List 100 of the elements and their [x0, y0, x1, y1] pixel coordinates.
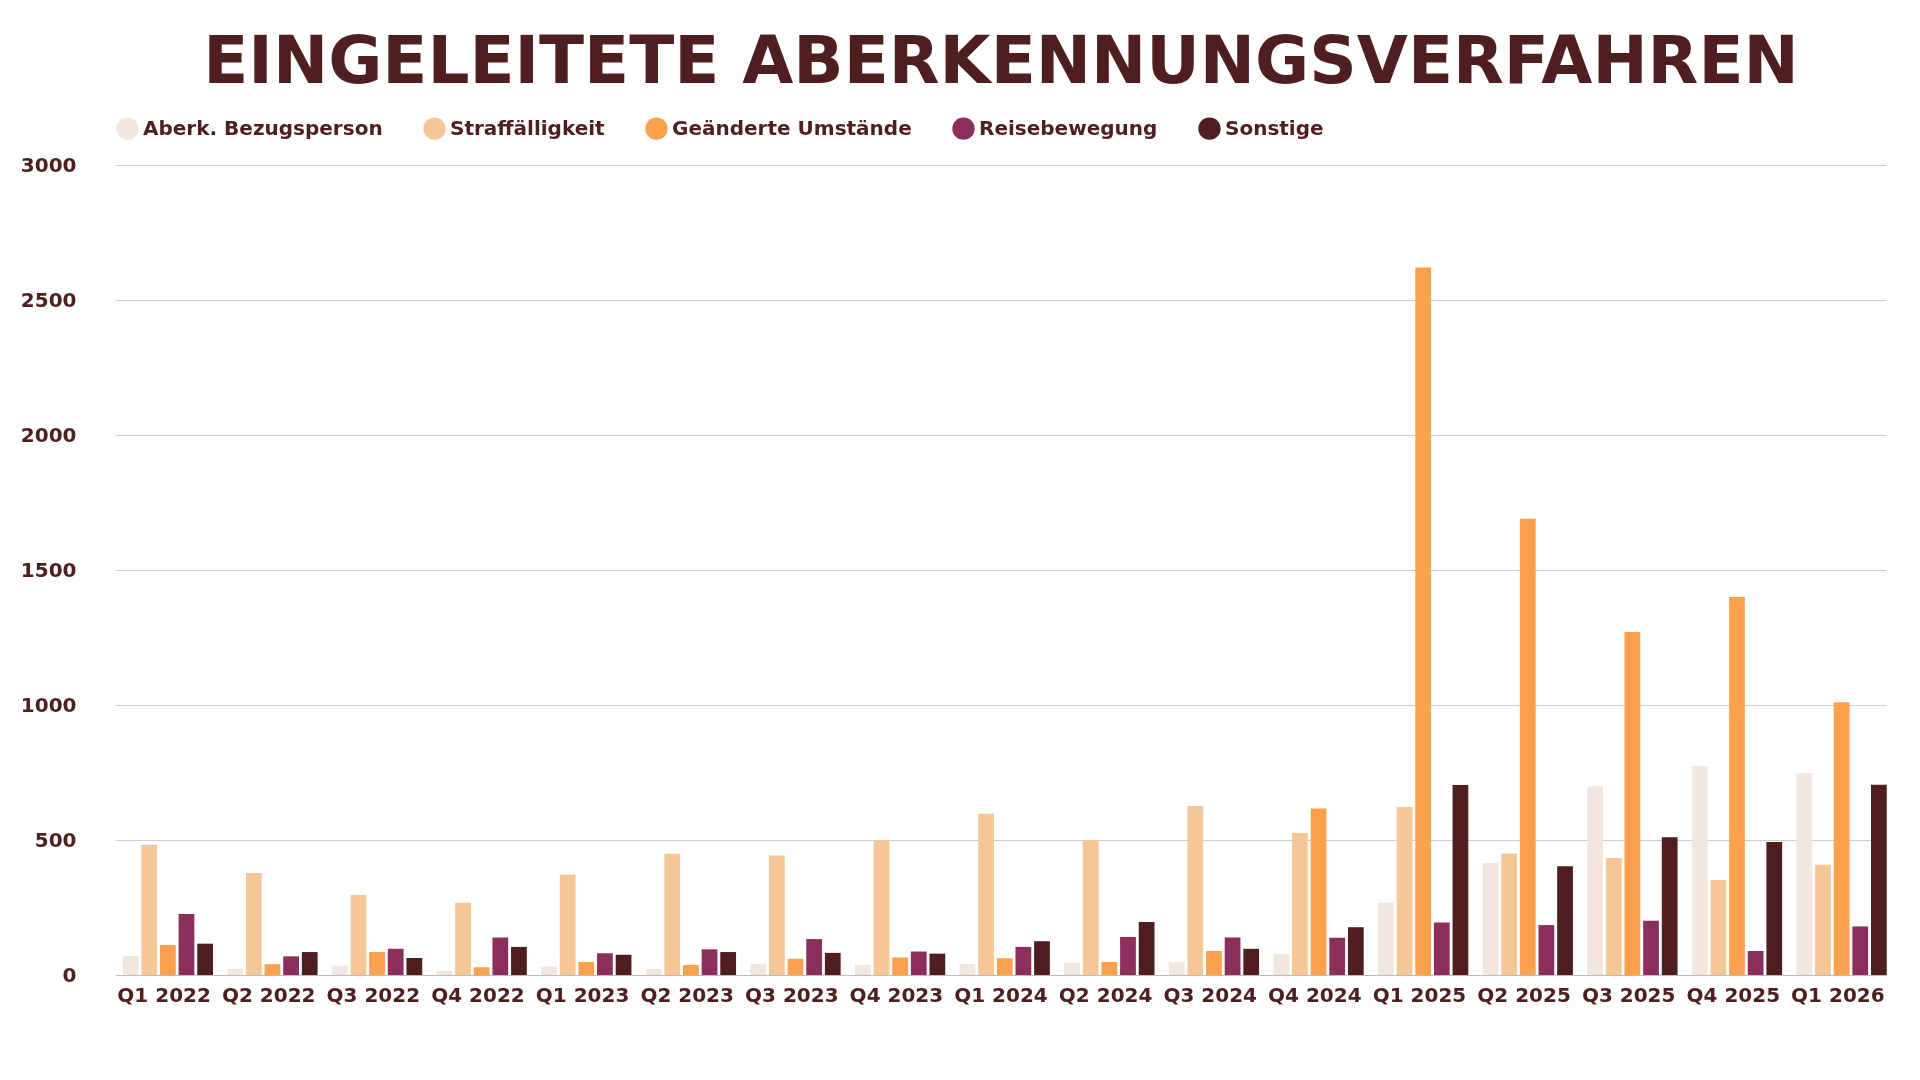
y-tick-label: 500 [34, 827, 77, 852]
bar [1729, 597, 1745, 975]
x-tick-label: Q2 2022 [221, 982, 316, 1007]
legend-label: Sonstige [1225, 115, 1324, 140]
bar [1624, 632, 1641, 975]
bar [959, 963, 976, 975]
y-tick-label: 1500 [20, 557, 77, 582]
bar [387, 948, 404, 975]
bar [750, 964, 767, 975]
bar [1557, 866, 1573, 975]
x-tick-label: Q3 2022 [326, 982, 421, 1007]
x-tick-label: Q1 2023 [535, 982, 630, 1007]
bar [1396, 807, 1413, 975]
bar [159, 945, 176, 975]
y-tick-label: 2000 [20, 422, 77, 447]
bar [1766, 841, 1783, 975]
x-tick-label: Q4 2024 [1268, 982, 1362, 1007]
x-tick-label: Q1 2026 [1791, 982, 1885, 1007]
bar [492, 937, 509, 975]
y-tick-label: 2500 [20, 287, 77, 312]
bar [1273, 953, 1290, 975]
x-tick-label: Q2 2025 [1477, 982, 1571, 1007]
bar [283, 956, 299, 975]
bar [455, 902, 471, 975]
bar [406, 957, 423, 975]
bar [1082, 840, 1099, 975]
bar [141, 844, 158, 975]
bar [806, 939, 823, 975]
bar [541, 966, 557, 975]
bar [1833, 702, 1850, 975]
y-tick-label: 3000 [20, 152, 77, 177]
bar [1415, 267, 1432, 975]
bar [1224, 937, 1241, 975]
bar [664, 853, 681, 975]
bar [1852, 926, 1869, 975]
bar [178, 913, 195, 975]
bar [1605, 858, 1622, 975]
bar [559, 874, 576, 975]
bar [331, 965, 348, 975]
bar [1101, 962, 1118, 975]
bar [1519, 518, 1536, 975]
bar [1710, 879, 1727, 975]
bar [1034, 941, 1050, 975]
bar [350, 895, 367, 975]
bar [1378, 902, 1394, 975]
x-tick-label: Q3 2023 [745, 982, 839, 1007]
bar [1329, 937, 1346, 975]
legend-label: Geänderte Umstände [672, 115, 912, 140]
bar [436, 970, 453, 975]
bar [369, 952, 385, 975]
x-tick-label: Q4 2025 [1686, 982, 1781, 1007]
bar [578, 962, 595, 975]
x-tick-label: Q3 2025 [1581, 982, 1676, 1007]
y-tick-label: 1000 [20, 692, 77, 717]
legend-label: Aberk. Bezugsperson [143, 115, 383, 140]
x-tick-label: Q1 2022 [117, 982, 211, 1007]
bar [511, 946, 527, 975]
bar [197, 943, 213, 975]
bar [1501, 853, 1518, 975]
bar [929, 953, 946, 975]
x-tick-label: Q4 2022 [431, 982, 525, 1007]
x-tick-label: Q3 2024 [1163, 982, 1257, 1007]
bar [473, 967, 490, 975]
bar [1870, 784, 1887, 975]
legend-label: Straffälligkeit [450, 115, 606, 140]
bar [720, 952, 737, 975]
bar [1206, 950, 1222, 975]
bar [854, 965, 871, 975]
bar [1292, 832, 1308, 975]
bar [1815, 864, 1831, 975]
bar [1243, 948, 1260, 975]
bar [1452, 784, 1469, 975]
chart-title: EINGELEITETE ABERKENNUNGSVERFAHREN [203, 22, 1799, 99]
x-tick-label: Q2 2024 [1058, 982, 1153, 1007]
bar [978, 813, 994, 975]
bar [996, 958, 1013, 975]
bar [1310, 808, 1327, 975]
x-tick-label: Q1 2025 [1372, 982, 1467, 1007]
bar [1661, 837, 1678, 975]
bar [645, 969, 662, 975]
bar [1643, 920, 1659, 975]
bar [768, 855, 785, 975]
bar [1691, 766, 1708, 975]
bar [1015, 946, 1032, 975]
bar [264, 964, 281, 975]
bar [787, 958, 804, 975]
bar [1187, 805, 1204, 975]
bar [122, 956, 139, 975]
bar [1538, 925, 1555, 975]
bar [1138, 922, 1155, 975]
bar [701, 949, 718, 975]
legend-label: Reisebewegung [979, 115, 1158, 140]
bar [873, 840, 890, 975]
bar [824, 952, 841, 975]
bar [910, 951, 927, 975]
bar [615, 954, 632, 975]
bar [245, 872, 262, 975]
bar [1347, 927, 1364, 975]
bar [227, 968, 244, 975]
bar [597, 953, 613, 975]
